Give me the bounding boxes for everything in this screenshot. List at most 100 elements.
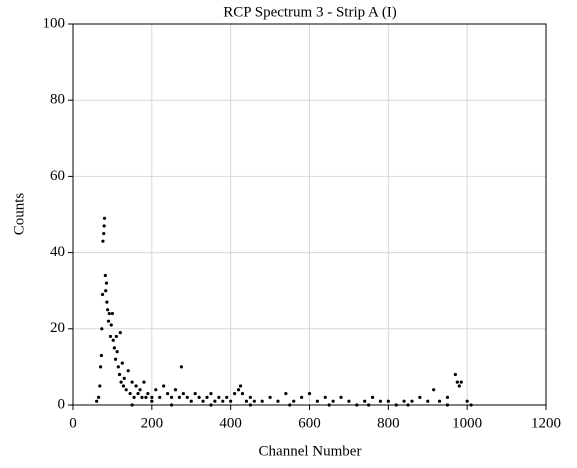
point — [276, 399, 280, 403]
point — [445, 403, 450, 407]
point — [106, 319, 111, 323]
point — [402, 399, 406, 403]
point — [98, 365, 103, 369]
point — [121, 384, 126, 388]
point — [229, 399, 233, 403]
point — [363, 399, 367, 403]
point — [154, 388, 158, 392]
point — [117, 372, 122, 377]
point — [109, 323, 113, 327]
point — [455, 380, 459, 384]
point — [201, 399, 205, 403]
point — [315, 399, 319, 403]
point — [394, 403, 398, 407]
y-axis-label: Counts — [11, 193, 27, 236]
point — [140, 395, 144, 399]
point — [292, 399, 296, 403]
point — [209, 391, 213, 396]
point — [100, 327, 104, 331]
point — [102, 224, 106, 228]
point — [130, 380, 134, 384]
point — [221, 399, 225, 403]
point — [457, 384, 461, 388]
point — [179, 365, 183, 369]
point — [238, 384, 243, 388]
chart-title: RCP Spectrum 3 - Strip A (I) — [223, 4, 397, 20]
point — [410, 399, 414, 403]
point — [169, 403, 174, 407]
point — [102, 216, 107, 220]
point — [426, 399, 430, 403]
point — [102, 231, 106, 236]
point — [252, 399, 256, 403]
point — [406, 403, 410, 407]
x-tick-label: 200 — [141, 415, 164, 431]
point — [169, 395, 174, 399]
point — [138, 388, 142, 392]
point — [105, 300, 109, 304]
point — [418, 395, 422, 399]
point — [236, 388, 241, 392]
y-tick-label: 80 — [50, 92, 65, 108]
point — [101, 239, 105, 243]
point — [193, 391, 197, 396]
point — [327, 403, 331, 407]
point — [106, 308, 110, 312]
point — [225, 395, 229, 399]
point — [185, 395, 189, 399]
point — [288, 403, 292, 407]
x-tick-label: 1200 — [531, 415, 561, 431]
point — [115, 350, 119, 354]
x-tick-label: 400 — [219, 415, 242, 431]
point — [445, 395, 450, 399]
y-tick-label: 40 — [50, 244, 65, 260]
point — [132, 395, 136, 399]
point — [112, 346, 116, 350]
point — [177, 395, 182, 399]
point — [108, 334, 113, 339]
x-tick-label: 600 — [298, 415, 321, 431]
y-tick-label: 100 — [43, 15, 66, 31]
point — [331, 399, 335, 403]
point — [142, 380, 146, 384]
point — [459, 380, 463, 384]
y-tick-label: 20 — [50, 320, 65, 336]
point — [300, 395, 304, 399]
point — [268, 395, 272, 399]
point — [103, 273, 107, 278]
point — [130, 403, 134, 407]
point — [104, 289, 108, 293]
point — [284, 391, 288, 396]
point — [162, 384, 166, 388]
point — [378, 399, 383, 403]
point — [205, 395, 209, 399]
point — [124, 388, 128, 392]
point — [166, 391, 170, 396]
point — [347, 399, 351, 403]
y-tick-label: 0 — [58, 396, 66, 412]
point — [432, 388, 436, 392]
point — [244, 399, 249, 403]
x-axis-label: Channel Number — [259, 443, 362, 459]
point — [189, 399, 193, 403]
point — [469, 403, 473, 407]
point — [355, 403, 359, 407]
point — [173, 388, 178, 392]
point — [119, 380, 123, 384]
point — [144, 395, 148, 399]
point — [240, 391, 245, 396]
point — [260, 399, 264, 403]
point — [323, 395, 327, 399]
point — [158, 395, 162, 399]
point — [128, 391, 132, 396]
point — [107, 311, 111, 316]
point — [233, 391, 237, 396]
point — [95, 399, 99, 403]
point — [104, 281, 109, 285]
point — [150, 395, 154, 399]
point — [248, 403, 252, 407]
point — [98, 384, 102, 388]
point — [136, 391, 140, 396]
point — [126, 369, 130, 373]
